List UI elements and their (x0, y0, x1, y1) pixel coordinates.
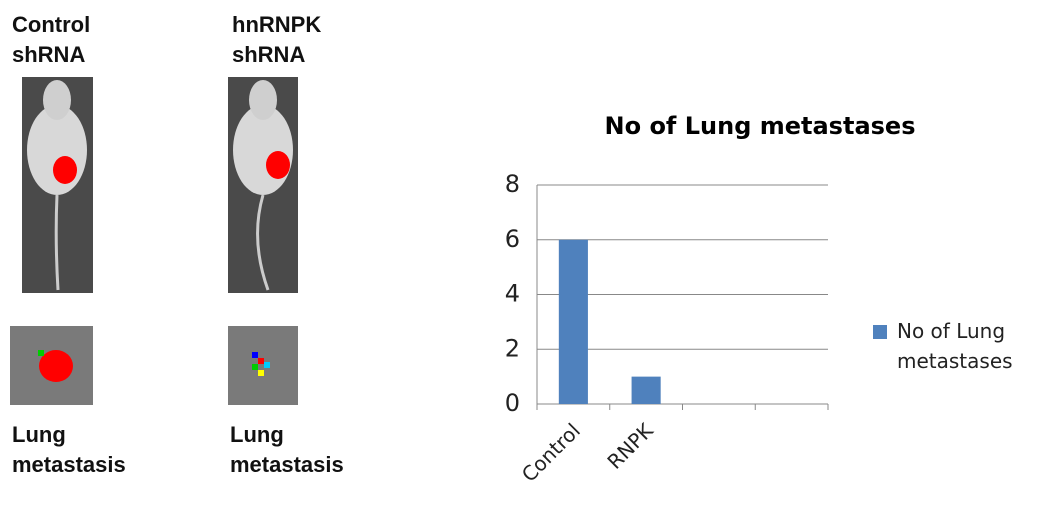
bar (631, 376, 661, 404)
mouse-image (228, 77, 298, 293)
mouse-label: hnRNPK shRNA (232, 12, 322, 67)
legend-label: No of Lung metastases (897, 319, 1013, 373)
y-tick-label: 2 (505, 334, 520, 362)
lung-label: Lung metastasis (12, 422, 126, 477)
lung-image (10, 326, 93, 405)
lung-label: Lung metastasis (230, 422, 344, 477)
y-tick-label: 4 (505, 280, 520, 308)
x-tick-label: Control (517, 419, 585, 487)
y-tick-label: 8 (505, 170, 520, 198)
x-tick-label: RNPK (602, 418, 658, 474)
lung-image (228, 326, 298, 405)
bar (558, 239, 588, 404)
y-tick-label: 6 (505, 225, 520, 253)
legend-swatch (873, 325, 887, 339)
chart-title: No of Lung metastases (605, 112, 916, 140)
mouse-image (22, 77, 93, 293)
mouse-label: Control shRNA (12, 12, 91, 67)
y-tick-label: 0 (505, 389, 520, 417)
